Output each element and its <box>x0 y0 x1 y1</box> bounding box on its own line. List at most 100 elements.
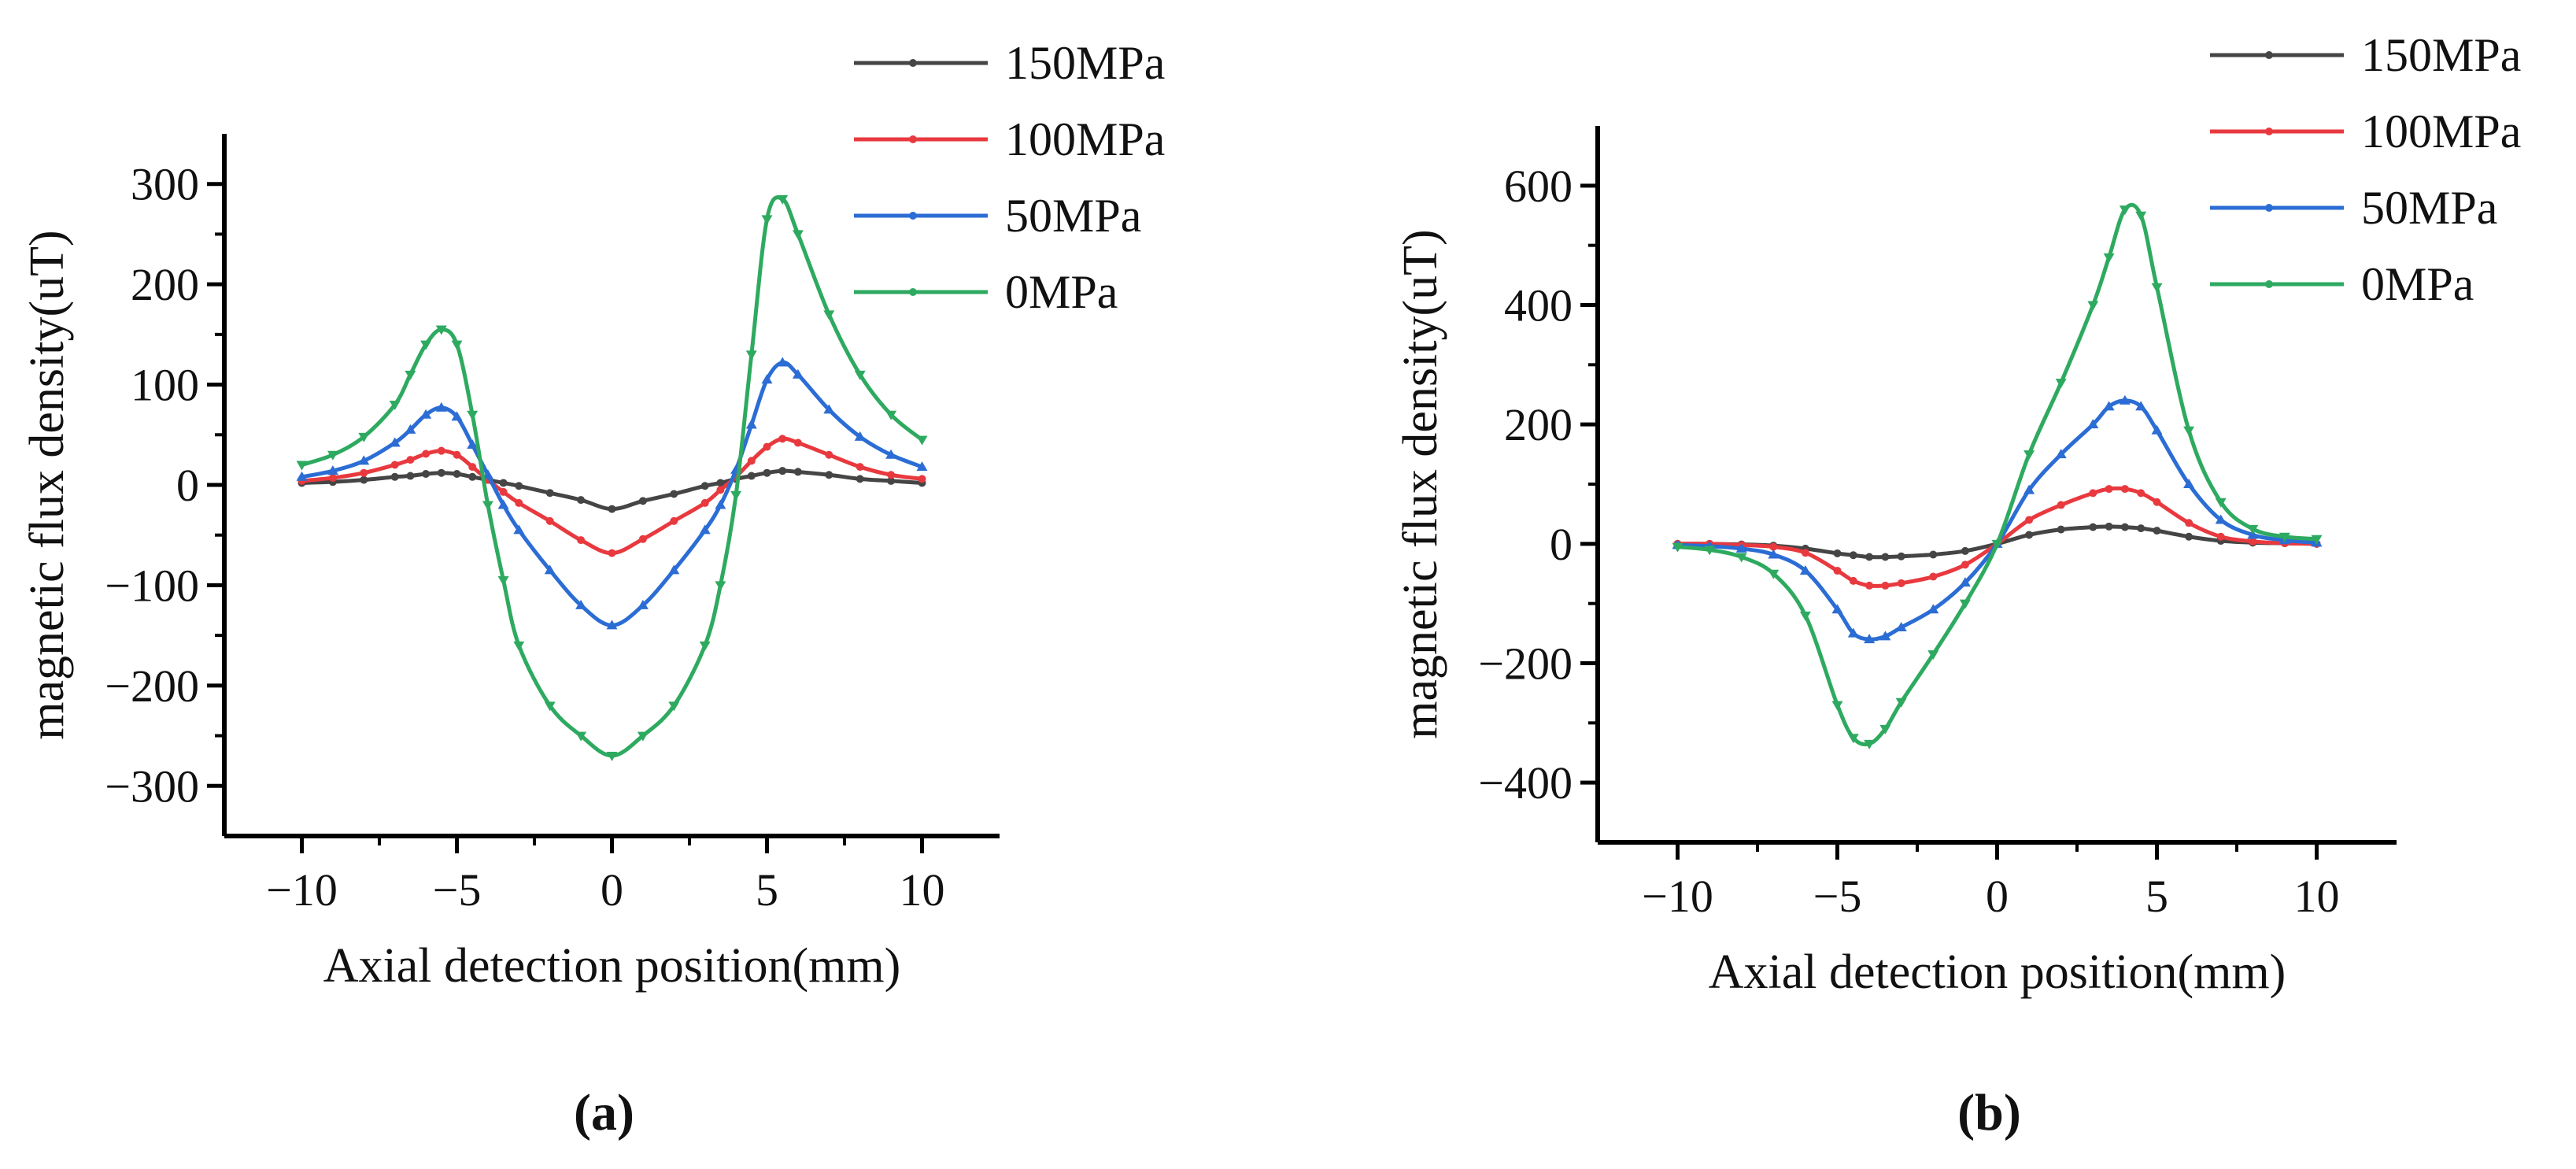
data-point <box>420 409 432 419</box>
data-point <box>2135 401 2147 411</box>
data-point <box>1847 734 1859 744</box>
y-tick-label: 200 <box>131 259 199 310</box>
data-point <box>2023 484 2035 494</box>
data-point <box>497 499 509 509</box>
data-point <box>405 370 416 380</box>
data-point <box>544 701 556 712</box>
x-tick-label: 5 <box>2145 871 2168 922</box>
y-tick-label: −400 <box>1478 757 1573 808</box>
data-point <box>2120 485 2129 494</box>
data-point <box>2103 253 2115 263</box>
data-point <box>296 471 308 481</box>
data-point <box>2249 537 2257 546</box>
data-point <box>468 472 477 481</box>
data-point <box>2278 532 2290 542</box>
data-point <box>1881 553 1890 561</box>
data-point <box>1897 579 1905 587</box>
data-point <box>437 446 445 455</box>
data-point <box>467 410 479 420</box>
data-point <box>745 419 757 429</box>
series-line-0MPa <box>1677 202 2317 747</box>
data-point <box>2023 450 2035 461</box>
data-point <box>545 489 554 498</box>
data-point <box>1991 539 2003 549</box>
data-point <box>1895 697 1907 708</box>
data-point <box>918 475 926 483</box>
data-point <box>699 524 711 535</box>
panel-label: (a) <box>574 1084 634 1141</box>
data-point <box>1735 553 1747 563</box>
legend-label: 100MPa <box>1005 113 1165 165</box>
data-point <box>745 350 757 361</box>
data-point <box>1961 546 1969 555</box>
data-point <box>360 475 368 484</box>
data-point <box>638 535 647 543</box>
data-point <box>2137 524 2145 533</box>
data-point <box>390 472 399 481</box>
data-point <box>435 325 447 335</box>
data-point <box>747 457 756 465</box>
data-point <box>406 472 415 480</box>
data-point <box>422 449 431 458</box>
x-axis-label: Axial detection position(mm) <box>1709 945 2286 999</box>
data-point <box>2311 535 2323 545</box>
data-point <box>668 564 680 575</box>
legend-label: 50MPa <box>1005 190 1141 242</box>
data-point <box>1927 604 1939 614</box>
data-point <box>856 463 864 472</box>
data-point <box>2216 532 2225 541</box>
legend-label: 100MPa <box>2361 105 2521 157</box>
data-point <box>2103 401 2115 411</box>
data-point <box>575 599 587 609</box>
data-point <box>2153 527 2161 535</box>
data-point <box>606 752 618 762</box>
data-point <box>823 404 835 414</box>
data-point <box>1849 551 1857 560</box>
panel-label: (b) <box>1957 1084 2021 1141</box>
data-point <box>1768 549 1780 559</box>
chart-panel-b: −10 −5 0 5 10 −400 −200 0 200 400 600 Axial detecti… <box>1394 29 2521 1141</box>
data-point <box>637 599 649 609</box>
data-point <box>2137 489 2145 498</box>
data-point <box>793 468 802 476</box>
data-point <box>1959 599 1971 609</box>
data-point <box>1895 622 1907 631</box>
data-point <box>1831 604 1843 614</box>
data-point <box>854 431 866 441</box>
x-tick-label: −10 <box>1642 871 1713 922</box>
data-point <box>1865 553 1874 561</box>
y-tick-label: 0 <box>1550 519 1573 570</box>
data-point <box>823 310 835 320</box>
data-point <box>2025 531 2034 539</box>
data-point <box>793 438 802 447</box>
y-tick-label: −100 <box>105 560 199 611</box>
data-point <box>1959 577 1971 587</box>
data-point <box>1897 552 1905 560</box>
data-point <box>1927 650 1939 660</box>
data-point <box>1849 576 1857 585</box>
x-axis-label: Axial detection position(mm) <box>323 939 901 993</box>
data-point <box>887 476 896 485</box>
x-tick-label: −5 <box>1813 871 1862 922</box>
data-point <box>2119 394 2131 405</box>
data-point <box>637 731 649 742</box>
data-point <box>451 340 463 350</box>
data-point <box>730 490 742 501</box>
y-axis-label: magnetic flux density(uT) <box>20 230 74 739</box>
data-point <box>1881 581 1890 590</box>
series-line-100MPa <box>301 436 922 556</box>
legend-label: 150MPa <box>1005 37 1165 89</box>
x-tick-label: −10 <box>266 864 338 916</box>
data-point <box>2151 283 2163 293</box>
legend-marker <box>909 288 917 296</box>
y-tick-label: 600 <box>1504 161 1573 212</box>
data-point <box>916 461 928 472</box>
data-point <box>2055 379 2067 389</box>
data-point <box>420 340 432 350</box>
data-point <box>700 482 709 490</box>
data-point <box>1864 634 1876 644</box>
data-point <box>1929 572 1938 581</box>
y-tick-label: 200 <box>1504 399 1573 450</box>
data-point <box>453 450 461 459</box>
x-tick-label: −5 <box>433 864 482 916</box>
